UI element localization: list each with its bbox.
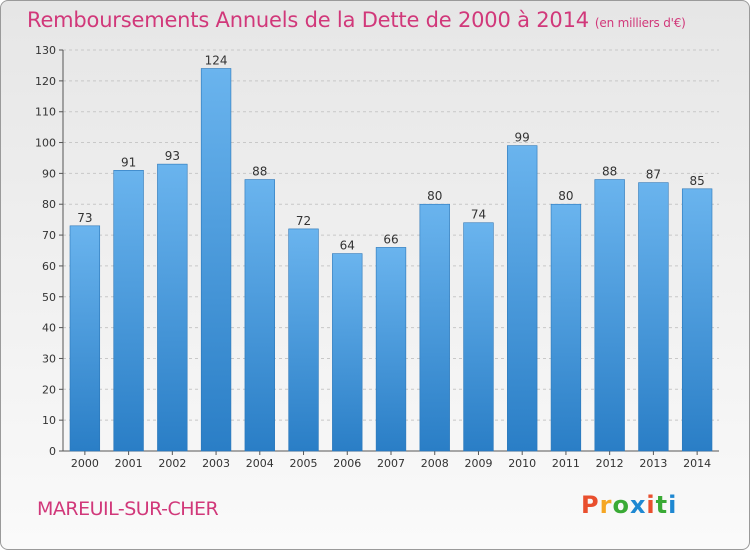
labels: 0 10 20 30 40 50 60 70 80 90 100 110 120 130 73 2000 91 2… [35, 44, 711, 470]
x-tick-label: 2000 [71, 457, 99, 470]
y-tick-label: 90 [42, 167, 56, 180]
data-label: 85 [689, 174, 704, 188]
data-label: 80 [558, 189, 573, 203]
x-tick-label: 2012 [596, 457, 624, 470]
data-label: 74 [471, 208, 486, 222]
x-tick-label: 2007 [377, 457, 405, 470]
x-tick-label: 2004 [246, 457, 274, 470]
bar [594, 179, 625, 452]
y-tick-label: 70 [42, 229, 56, 242]
x-tick-label: 2006 [333, 457, 361, 470]
bar [463, 222, 494, 452]
y-tick-label: 50 [42, 291, 56, 304]
bar [332, 253, 363, 452]
proxiti-logo: Proxiti [581, 491, 677, 519]
city-name: MAREUIL-SUR-CHER [37, 498, 219, 520]
x-tick-label: 2009 [464, 457, 492, 470]
logo-letter: i [668, 491, 678, 519]
y-tick-label: 130 [35, 44, 56, 57]
x-tick-label: 2001 [115, 457, 143, 470]
y-tick-label: 20 [42, 383, 56, 396]
data-label: 88 [252, 165, 267, 179]
data-label: 73 [77, 211, 92, 225]
logo-letter: x [629, 491, 647, 519]
data-label: 64 [340, 239, 355, 253]
data-label: 124 [205, 54, 228, 68]
x-tick-label: 2005 [290, 457, 318, 470]
y-tick-label: 120 [35, 75, 56, 88]
y-tick-label: 100 [35, 137, 56, 150]
data-label: 66 [383, 232, 398, 246]
x-tick-label: 2010 [508, 457, 536, 470]
logo-letter: o [612, 491, 630, 519]
y-tick-label: 80 [42, 198, 56, 211]
bars [69, 68, 713, 452]
data-label: 91 [121, 155, 136, 169]
y-tick-label: 0 [49, 445, 56, 458]
logo-letter: i [646, 491, 656, 519]
bar [681, 188, 713, 452]
bar [69, 225, 101, 452]
x-tick-label: 2014 [683, 457, 711, 470]
x-tick-label: 2013 [639, 457, 667, 470]
data-label: 87 [646, 168, 661, 182]
y-tick-label: 10 [42, 414, 56, 427]
bar [288, 228, 319, 452]
x-tick-label: 2008 [421, 457, 449, 470]
logo-letter: t [655, 491, 669, 519]
bar [638, 182, 669, 452]
bar [157, 163, 188, 452]
logo-letter: P [581, 491, 600, 519]
x-tick-label: 2011 [552, 457, 580, 470]
x-tick-label: 2003 [202, 457, 230, 470]
x-tick-label: 2002 [158, 457, 186, 470]
chart-title-text: Remboursements Annuels de la Dette de 20… [27, 8, 589, 32]
bar [550, 203, 582, 452]
chart-title: Remboursements Annuels de la Dette de 20… [27, 8, 686, 32]
data-label: 72 [296, 214, 311, 228]
y-tick-label: 40 [42, 322, 56, 335]
y-tick-label: 60 [42, 260, 56, 273]
bar [113, 170, 144, 452]
y-tick-label: 30 [42, 352, 56, 365]
chart-unit: (en milliers d'€) [594, 16, 686, 30]
bar [507, 145, 538, 452]
logo-letter: r [599, 491, 613, 519]
bar [200, 68, 232, 452]
data-label: 88 [602, 165, 617, 179]
bar [375, 247, 407, 452]
data-label: 99 [515, 131, 530, 145]
data-label: 93 [165, 149, 180, 163]
y-tick-label: 110 [35, 106, 56, 119]
bar [244, 179, 275, 452]
bar [419, 203, 450, 452]
data-label: 80 [427, 189, 442, 203]
